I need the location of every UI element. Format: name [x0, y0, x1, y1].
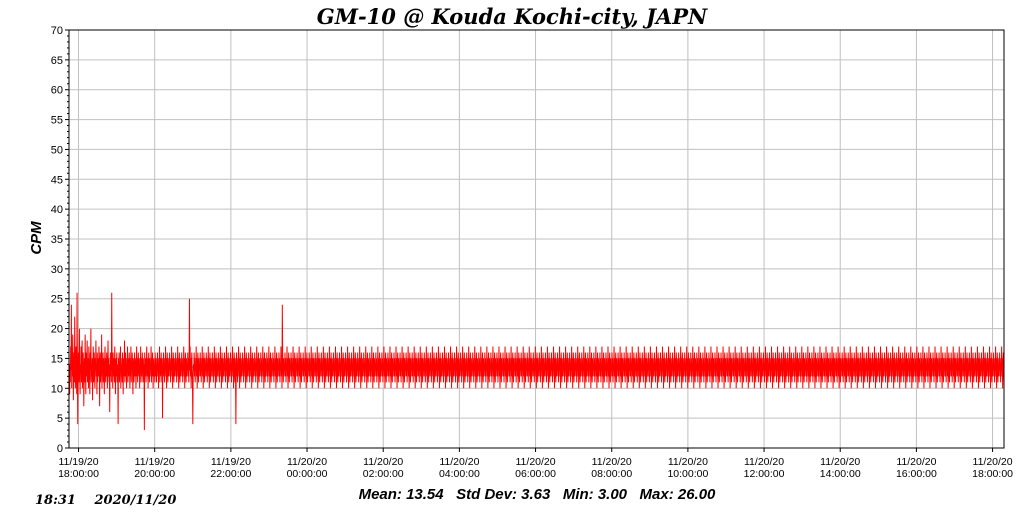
y-tick-label-50: 50 [51, 144, 63, 156]
x-tick-date-4: 11/20/20 [363, 456, 403, 468]
y-tick-label-45: 45 [51, 174, 63, 186]
x-tick-time-7: 08:00:00 [591, 468, 632, 480]
x-tick-time-9: 12:00:00 [744, 468, 785, 480]
x-tick-date-8: 11/20/20 [668, 456, 708, 468]
x-tick-date-3: 11/20/20 [287, 456, 327, 468]
x-tick-date-9: 11/20/20 [744, 456, 784, 468]
x-tick-label-7: 11/20/20 08:00:00 [591, 456, 632, 480]
y-tick-label-70: 70 [51, 25, 63, 37]
x-tick-label-4: 11/20/20 02:00:00 [363, 456, 404, 480]
x-tick-label-2: 11/19/20 22:00:00 [210, 456, 251, 480]
x-tick-date-5: 11/20/20 [439, 456, 479, 468]
x-tick-label-10: 11/20/20 14:00:00 [820, 456, 861, 480]
chart-title: GM-10 @ Kouda Kochi-city, JAPN [317, 4, 708, 29]
y-tick-label-60: 60 [51, 85, 63, 97]
y-tick-label-35: 35 [51, 234, 63, 246]
x-tick-time-10: 14:00:00 [820, 468, 861, 480]
stats-line: Mean: 13.54 Std Dev: 3.63 Min: 3.00 Max:… [359, 486, 716, 503]
x-tick-time-6: 06:00:00 [515, 468, 556, 480]
x-tick-label-5: 11/20/20 04:00:00 [439, 456, 480, 480]
x-tick-date-12: 11/20/20 [973, 456, 1013, 468]
y-tick-label-40: 40 [51, 204, 63, 216]
x-tick-label-12: 11/20/20 18:00:00 [972, 456, 1013, 480]
y-tick-label-15: 15 [51, 353, 63, 365]
x-tick-date-1: 11/19/20 [135, 456, 175, 468]
x-tick-label-1: 11/19/20 20:00:00 [134, 456, 175, 480]
x-tick-time-2: 22:00:00 [210, 468, 251, 480]
x-tick-label-8: 11/20/20 10:00:00 [667, 456, 708, 480]
x-tick-time-5: 04:00:00 [439, 468, 480, 480]
x-tick-label-11: 11/20/20 16:00:00 [896, 456, 937, 480]
timestamp: 18:31 2020/11/20 [35, 493, 176, 508]
x-tick-date-2: 11/19/20 [211, 456, 251, 468]
timestamp-time: 18:31 [35, 493, 76, 508]
x-tick-time-0: 18:00:00 [58, 468, 99, 480]
timestamp-date: 2020/11/20 [94, 493, 177, 508]
y-tick-label-25: 25 [51, 294, 63, 306]
y-axis-ticks: 0 5 10 15 20 25 30 35 40 45 50 55 60 65 70 [51, 25, 69, 455]
series-line-cpm [68, 292, 1005, 431]
y-tick-label-5: 5 [57, 413, 63, 425]
x-tick-date-10: 11/20/20 [820, 456, 860, 468]
x-tick-time-3: 00:00:00 [287, 468, 328, 480]
x-tick-time-11: 16:00:00 [896, 468, 937, 480]
x-tick-date-11: 11/20/20 [896, 456, 936, 468]
y-tick-label-30: 30 [51, 264, 63, 276]
x-tick-time-1: 20:00:00 [134, 468, 175, 480]
y-tick-label-10: 10 [51, 383, 63, 395]
y-tick-label-0: 0 [57, 443, 63, 455]
y-tick-label-65: 65 [51, 55, 63, 67]
x-tick-label-0: 11/19/20 18:00:00 [58, 456, 99, 480]
x-tick-label-9: 11/20/20 12:00:00 [744, 456, 785, 480]
grid-layer [69, 29, 1004, 449]
y-axis-label: CPM [28, 221, 45, 255]
x-tick-time-12: 18:00:00 [972, 468, 1013, 480]
x-tick-date-0: 11/19/20 [58, 456, 98, 468]
x-tick-label-3: 11/20/20 00:00:00 [287, 456, 328, 480]
y-tick-label-55: 55 [51, 115, 63, 127]
x-tick-label-6: 11/20/20 06:00:00 [515, 456, 556, 480]
x-tick-time-8: 10:00:00 [667, 468, 708, 480]
x-tick-date-7: 11/20/20 [592, 456, 632, 468]
x-tick-date-6: 11/20/20 [516, 456, 556, 468]
y-tick-label-20: 20 [51, 324, 63, 336]
x-tick-time-4: 02:00:00 [363, 468, 404, 480]
